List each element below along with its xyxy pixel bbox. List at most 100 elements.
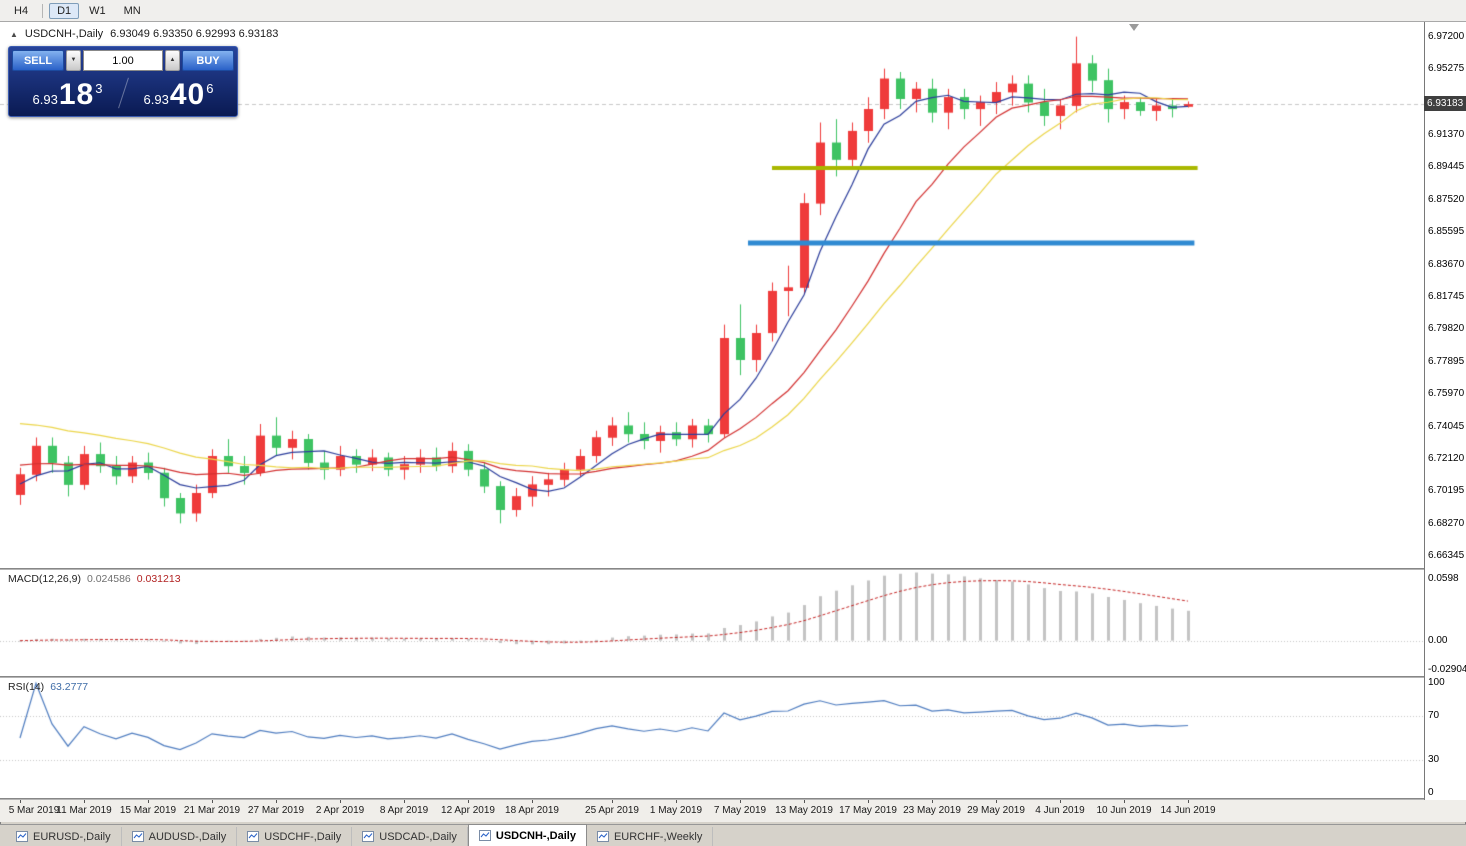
buy-price-point: 6 — [206, 81, 214, 96]
chart-tab-eurchfweekly[interactable]: EURCHF-,Weekly — [587, 827, 714, 846]
time-axis-label: 13 May 2019 — [775, 805, 833, 816]
chart-tab-label: USDCHF-,Daily — [264, 830, 342, 843]
macd-indicator-label: MACD(12,26,9) 0.024586 0.031213 — [8, 573, 181, 585]
chart-tab-usdchfdaily[interactable]: USDCHF-,Daily — [237, 827, 353, 846]
buy-button[interactable]: BUY — [182, 50, 234, 71]
rsi-name: RSI(14) — [8, 681, 45, 693]
time-axis-label: 5 Mar 2019 — [8, 805, 60, 816]
pane-separator[interactable] — [0, 798, 1466, 800]
time-axis-tick — [532, 800, 533, 803]
rsi-axis-label: 30 — [1428, 753, 1440, 765]
time-axis-label: 23 May 2019 — [903, 805, 961, 816]
time-axis-tick — [612, 800, 613, 803]
chart-tab-label: EURUSD-,Daily — [33, 830, 111, 843]
time-axis[interactable]: 5 Mar 2019 11 Mar 2019 15 Mar 2019 21 Mar 2… — [0, 800, 1466, 822]
time-axis-label: 2 Apr 2019 — [315, 805, 365, 816]
time-axis-label: 1 May 2019 — [649, 805, 703, 816]
rsi-axis-label: 70 — [1428, 710, 1440, 722]
time-axis-label: 4 Jun 2019 — [1035, 805, 1085, 816]
price-axis-label: 6.75970 — [1428, 388, 1465, 400]
time-axis-tick — [868, 800, 869, 803]
price-axis-label: 6.83670 — [1428, 258, 1465, 270]
buy-price-main: 6.93 — [143, 92, 169, 107]
price-axis-label: 6.91370 — [1428, 128, 1465, 140]
buy-price-display: 6.93 40 6 — [123, 73, 234, 113]
price-axis-label: 6.81745 — [1428, 290, 1465, 302]
timeframe-button-d1[interactable]: D1 — [49, 2, 80, 19]
timeframe-toolbar: H4 D1 W1 MN — [0, 0, 1466, 22]
macd-signal-value: 0.031213 — [136, 573, 181, 585]
time-axis-tick — [212, 800, 213, 803]
rsi-axis-label: 0 — [1428, 786, 1434, 798]
current-price-badge: 6.93183 — [1424, 96, 1466, 112]
sell-price-main: 6.93 — [32, 92, 58, 107]
pane-separator[interactable] — [0, 568, 1466, 570]
macd-main-value: 0.024586 — [86, 573, 131, 585]
price-axis-label: 6.89445 — [1428, 161, 1465, 173]
chart-title: ▲ USDCNH-,Daily 6.93049 6.93350 6.92993 … — [10, 28, 278, 40]
chart-tab-label: AUDUSD-,Daily — [148, 830, 227, 843]
chart-tab-audusddaily[interactable]: AUDUSD-,Daily — [122, 827, 238, 846]
chart-tab-icon — [596, 831, 609, 842]
macd-axis-label: 0.0598 — [1428, 573, 1459, 584]
pane-separator[interactable] — [0, 676, 1466, 678]
price-axis-label: 6.72120 — [1428, 453, 1465, 465]
time-axis-tick — [84, 800, 85, 803]
sell-price-point: 3 — [95, 81, 103, 96]
chart-shift-marker-icon[interactable] — [1129, 24, 1139, 31]
macd-pane-canvas[interactable] — [0, 570, 1424, 676]
price-axis-label: 6.66345 — [1428, 550, 1465, 562]
chart-tab-usdcaddaily[interactable]: USDCAD-,Daily — [352, 827, 468, 846]
time-axis-label: 10 Jun 2019 — [1096, 805, 1152, 816]
volume-input[interactable] — [83, 50, 163, 71]
sell-price-display: 6.93 18 3 — [12, 73, 123, 113]
macd-name: MACD(12,26,9) — [8, 573, 81, 585]
timeframe-button-h4[interactable]: H4 — [14, 4, 29, 17]
chart-tab-icon — [478, 830, 491, 841]
chart-tab-eurusddaily[interactable]: EURUSD-,Daily — [6, 827, 122, 846]
sell-button[interactable]: SELL — [12, 50, 64, 71]
price-axis-label: 6.87520 — [1428, 193, 1465, 205]
price-axis-label: 6.74045 — [1428, 420, 1465, 432]
chart-tab-usdcnhdaily[interactable]: USDCNH-,Daily — [467, 824, 587, 846]
rsi-indicator-label: RSI(14) 63.2777 — [8, 681, 88, 693]
sell-price-pips: 18 — [58, 78, 95, 111]
price-axis[interactable]: 6.97200 6.95275 6.91370 6.89445 6.87520 6.855… — [1424, 22, 1466, 800]
timeframe-button-w1[interactable]: W1 — [89, 4, 106, 17]
time-axis-tick — [20, 800, 21, 803]
one-click-prices: 6.93 18 3 6.93 40 6 — [12, 73, 234, 113]
one-click-collapse-icon[interactable]: ▲ — [10, 29, 18, 39]
time-axis-label: 8 Apr 2019 — [379, 805, 429, 816]
chart-tab-bar: EURUSD-,Daily AUDUSD-,Daily USDCHF-,Daily U… — [0, 824, 1466, 846]
volume-increase-button[interactable]: ▲ — [165, 50, 180, 71]
macd-axis-label: 0.00 — [1428, 635, 1448, 646]
time-axis-tick — [1188, 800, 1189, 803]
chart-tab-icon — [16, 831, 28, 842]
time-axis-label: 29 May 2019 — [967, 805, 1025, 816]
chart-ohlc-values: 6.93049 6.93350 6.92993 6.93183 — [110, 28, 279, 40]
time-axis-label: 18 Apr 2019 — [505, 805, 559, 816]
chart-tab-label: USDCAD-,Daily — [379, 830, 457, 843]
price-axis-label: 6.95275 — [1428, 63, 1465, 75]
one-click-controls: SELL ▼ ▲ BUY — [12, 50, 234, 71]
time-axis-tick — [404, 800, 405, 803]
chart-tab-label: EURCHF-,Weekly — [613, 830, 703, 843]
toolbar-separator — [42, 3, 44, 18]
time-axis-label: 15 Mar 2019 — [119, 805, 177, 816]
time-axis-label: 11 Mar 2019 — [56, 805, 112, 816]
rsi-pane-canvas[interactable] — [0, 678, 1424, 798]
time-axis-label: 21 Mar 2019 — [183, 805, 241, 816]
time-axis-tick — [740, 800, 741, 803]
chart-area: 6.97200 6.95275 6.91370 6.89445 6.87520 6.855… — [0, 22, 1466, 822]
chart-symbol-period: USDCNH-,Daily — [24, 28, 104, 40]
chart-tab-icon — [362, 831, 375, 842]
timeframe-button-mn[interactable]: MN — [123, 4, 141, 17]
time-axis-tick — [1060, 800, 1061, 803]
price-axis-label: 6.79820 — [1428, 323, 1465, 335]
time-axis-label: 7 May 2019 — [713, 805, 767, 816]
time-axis-tick — [676, 800, 677, 803]
volume-decrease-button[interactable]: ▼ — [66, 50, 81, 71]
buy-price-pips: 40 — [169, 78, 206, 111]
